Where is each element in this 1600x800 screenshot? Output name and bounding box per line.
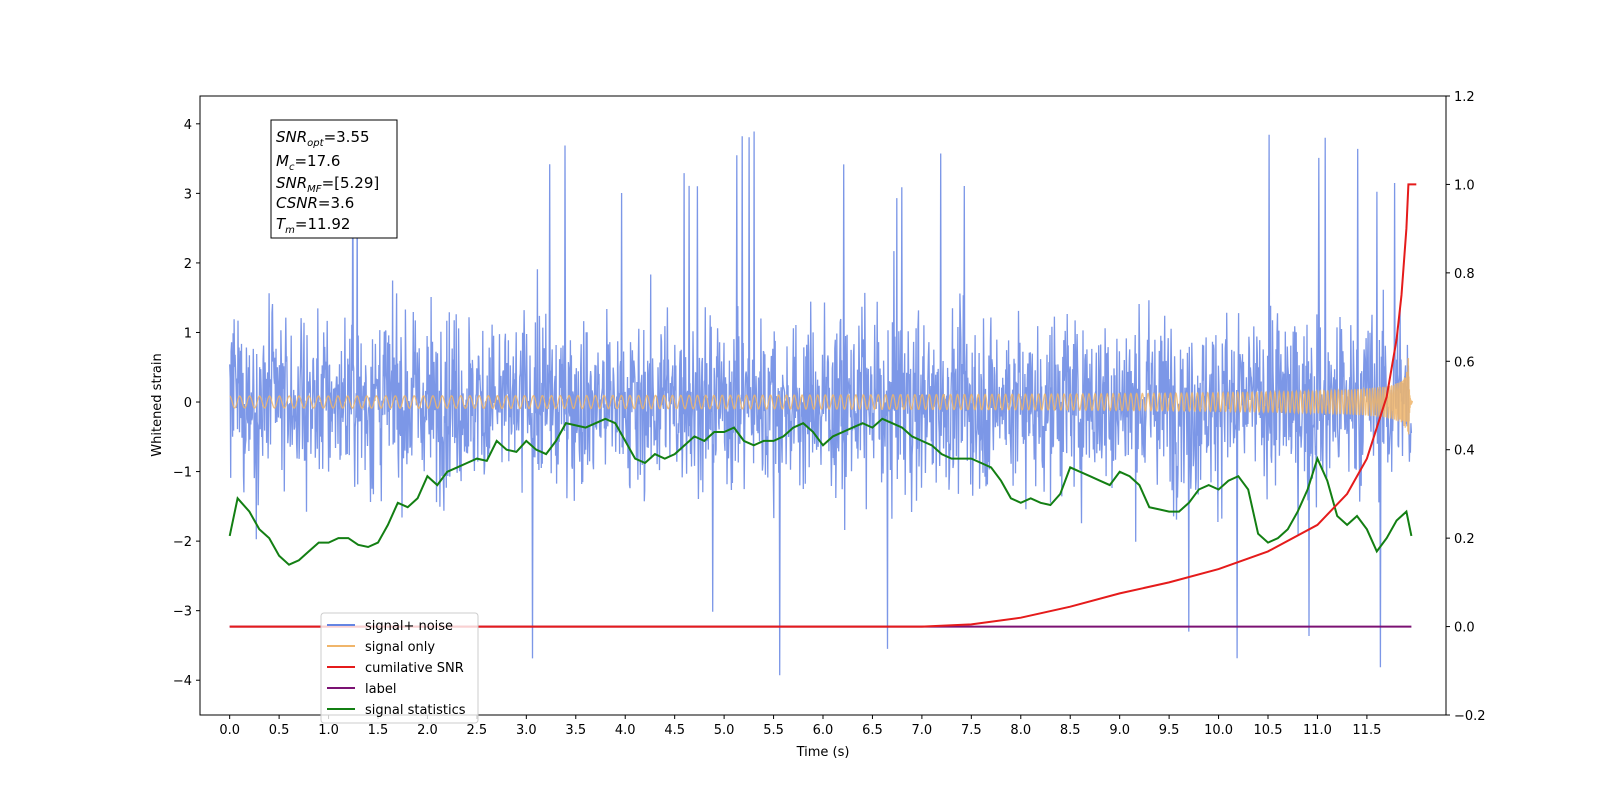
- stat-csnr: CSNR=3.6: [276, 194, 354, 212]
- x-tick-label: 11.5: [1352, 723, 1381, 738]
- legend-label-signal-only: signal only: [365, 640, 435, 655]
- legend-label-cumulative-snr: cumilative SNR: [365, 661, 464, 676]
- left-y-axis-ticks: −4 −3 −2 −1 0 1 2 3 4: [173, 118, 200, 689]
- stats-box-frame: [270, 119, 398, 239]
- right-y-axis-ticks: −0.2 0.0 0.2 0.4 0.6 0.8 1.0 1.2: [1446, 90, 1486, 724]
- legend-label-label: label: [365, 682, 396, 697]
- series-signal-only-line: [229, 358, 1414, 435]
- right-y-tick-label: −0.2: [1454, 709, 1486, 724]
- x-tick-label: 3.5: [565, 723, 586, 738]
- left-y-tick-label: −3: [173, 605, 192, 620]
- x-tick-label: 5.0: [714, 723, 735, 738]
- x-tick-label: 1.5: [368, 723, 389, 738]
- left-y-tick-label: −1: [173, 466, 192, 481]
- x-tick-label: 0.0: [219, 723, 240, 738]
- right-y-tick-label: 0.0: [1454, 621, 1475, 636]
- x-axis-label: Time (s): [796, 745, 850, 760]
- x-tick-label: 6.0: [813, 723, 834, 738]
- x-axis-ticks: 0.0 0.5 1.0 1.5 2.0 2.5 3.0 3.5 4.0 4.5 5.0 5.5 6.0 6…: [219, 715, 1381, 738]
- left-y-tick-label: 4: [184, 118, 192, 133]
- x-tick-label: 8.5: [1060, 723, 1081, 738]
- legend-label-signal-statistics: signal statistics: [365, 703, 466, 718]
- left-y-tick-label: 0: [184, 396, 192, 411]
- right-y-tick-label: 0.6: [1454, 355, 1475, 370]
- series-signal-statistics-line: [228, 417, 1413, 566]
- x-tick-label: 10.0: [1204, 723, 1233, 738]
- stat-snr-opt: SNRopt=3.55: [276, 128, 370, 149]
- x-tick-label: 4.0: [615, 723, 636, 738]
- series-cumulative-snr-line: [229, 183, 1417, 628]
- left-y-tick-label: −4: [173, 674, 192, 689]
- series-signal-noise-line: [229, 131, 1413, 676]
- legend-frame: [320, 612, 479, 724]
- x-tick-label: 0.5: [269, 723, 290, 738]
- x-tick-label: 2.5: [467, 723, 488, 738]
- right-y-tick-label: 1.0: [1454, 178, 1475, 193]
- x-tick-label: 9.0: [1109, 723, 1130, 738]
- y-axis-label: Whitened strain: [150, 353, 165, 456]
- legend-label-signal-noise: signal+ noise: [365, 619, 453, 634]
- x-tick-label: 7.5: [961, 723, 982, 738]
- right-y-tick-label: 0.4: [1454, 444, 1475, 459]
- x-tick-label: 1.0: [318, 723, 339, 738]
- left-y-tick-label: 1: [184, 326, 192, 341]
- left-y-tick-label: 3: [184, 187, 192, 202]
- right-y-tick-label: 0.2: [1454, 532, 1475, 547]
- x-tick-label: 10.5: [1254, 723, 1283, 738]
- right-y-tick-label: 1.2: [1454, 90, 1475, 105]
- stat-mc: Mc=17.6: [276, 152, 340, 173]
- x-tick-label: 6.5: [862, 723, 883, 738]
- x-tick-label: 4.5: [664, 723, 685, 738]
- left-y-tick-label: −2: [173, 535, 192, 550]
- legend: signal+ noise signal only cumilative SNR…: [320, 612, 479, 724]
- x-tick-label: 8.0: [1010, 723, 1031, 738]
- x-tick-label: 5.5: [763, 723, 784, 738]
- x-tick-label: 2.0: [417, 723, 438, 738]
- x-tick-label: 3.0: [516, 723, 537, 738]
- left-y-tick-label: 2: [184, 257, 192, 272]
- stat-tm: Tm=11.92: [276, 215, 350, 236]
- x-tick-label: 11.0: [1303, 723, 1332, 738]
- x-tick-label: 9.5: [1159, 723, 1180, 738]
- stat-snr-mf: SNRMF=[5.29]: [276, 174, 379, 195]
- right-y-tick-label: 0.8: [1454, 267, 1475, 282]
- x-tick-label: 7.0: [912, 723, 933, 738]
- stats-box: SNRopt=3.55 Mc=17.6 SNRMF=[5.29] CSNR=3.…: [270, 119, 398, 239]
